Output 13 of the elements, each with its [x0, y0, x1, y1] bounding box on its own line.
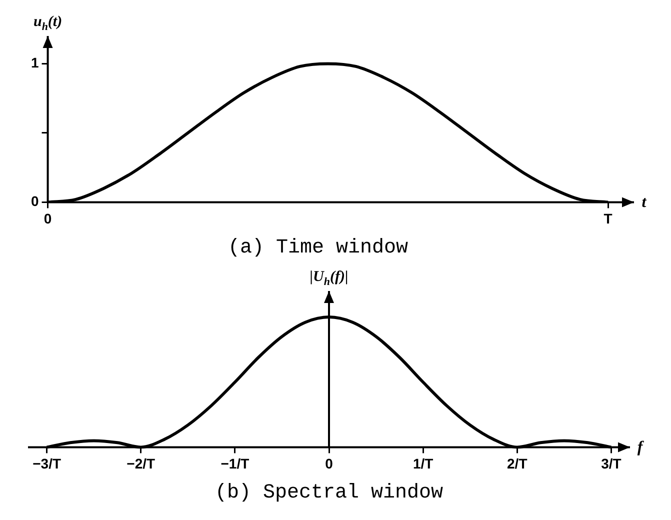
x-tick-label: −2/T: [126, 455, 156, 472]
text: (b) Spectral window: [214, 481, 444, 504]
x-tick-label: 2/T: [507, 455, 528, 472]
x-tick-label: 1/T: [412, 455, 434, 472]
x-tick-label: 0: [325, 455, 334, 472]
x-tick-label: 3/T: [601, 455, 622, 472]
x-tick-label: T: [604, 210, 613, 226]
x-tick-label: −1/T: [220, 455, 250, 472]
y-tick-label: 1: [30, 54, 39, 71]
x-tick-label: −3/T: [32, 455, 62, 472]
text: (a) Time window: [228, 236, 408, 260]
x-axis-title: t: [642, 194, 647, 212]
x-axis-title: f: [637, 439, 644, 456]
